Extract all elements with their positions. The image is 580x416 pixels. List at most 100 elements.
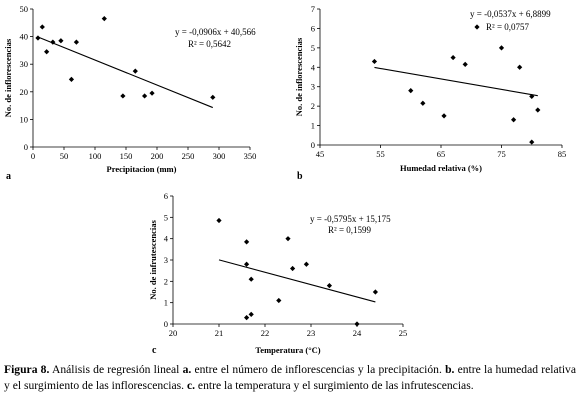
y-tick-label-b: 7 — [311, 4, 315, 14]
trendline-b — [374, 66, 538, 97]
y-tick-label-a: 20 — [20, 87, 29, 97]
caption-text-1: Análisis de regresión lineal — [49, 363, 183, 376]
y-axis-title-b: No. de inflorescencias — [294, 37, 304, 116]
y-tick-label-a: 40 — [20, 32, 29, 42]
x-tick-label-a: 350 — [244, 151, 257, 161]
x-axis-title-b: Humedad relativa (%) — [400, 163, 482, 173]
regression-equation-c: y = -0,5795x + 15,175 — [310, 214, 391, 224]
regression-equation-a: y = -0,0906x + 40,566 — [175, 27, 256, 37]
x-tick-label-a: 200 — [151, 151, 164, 161]
x-tick-label-b: 85 — [558, 149, 567, 159]
data-point-a — [50, 39, 56, 45]
x-tick-label-c: 23 — [307, 328, 316, 338]
x-tick-label-a: 150 — [120, 151, 133, 161]
x-tick-label-a: 250 — [182, 151, 195, 161]
data-point-b — [529, 139, 535, 145]
caption-text-4: entre la temperatura y el surgimiento de… — [195, 379, 474, 392]
panel-letter-a: a — [6, 171, 11, 182]
x-tick-label-a: 100 — [89, 151, 102, 161]
data-point-a — [210, 94, 216, 100]
data-point-b — [517, 64, 523, 70]
y-tick-label-c: 0 — [164, 319, 168, 329]
y-tick-label-c: 2 — [164, 276, 168, 286]
y-axis-title-a: No. de inflorescencias — [3, 38, 13, 117]
regression-equation-b: y = -0,0537x + 6,8899 — [470, 9, 551, 19]
data-point-b — [462, 61, 468, 67]
data-point-b — [371, 58, 378, 65]
y-tick-label-b: 0 — [311, 140, 315, 150]
x-tick-label-c: 25 — [399, 328, 408, 338]
r-squared-a: R² = 0,5642 — [188, 39, 231, 49]
x-tick-label-b: 75 — [497, 149, 506, 159]
y-tick-label-a: 10 — [20, 114, 29, 124]
data-point-c — [244, 261, 250, 267]
legend-marker-b — [474, 24, 480, 30]
y-tick-label-a: 50 — [20, 4, 29, 14]
x-axis-title-c: Temperatura (°C) — [255, 345, 320, 355]
data-point-c — [285, 236, 291, 242]
caption-c-label: c. — [186, 379, 196, 392]
y-tick-label-a: 30 — [20, 59, 29, 69]
x-axis-title-a: Precipitacion (mm) — [107, 164, 177, 174]
caption-a-label: a. — [182, 363, 192, 376]
data-point-a — [58, 38, 64, 44]
data-point-c — [248, 276, 254, 282]
y-tick-label-c: 5 — [164, 212, 168, 222]
caption-text-2: entre el número de inflorescencias y la … — [191, 363, 446, 376]
data-point-a — [35, 35, 41, 41]
y-tick-label-b: 5 — [311, 43, 315, 53]
panel-letter-b: b — [297, 171, 303, 182]
data-point-a — [120, 93, 126, 99]
caption-figure-label: Figura 8. — [4, 363, 50, 376]
x-tick-label-a: 0 — [31, 151, 35, 161]
data-point-a — [68, 76, 75, 82]
data-point-b — [529, 93, 535, 100]
data-point-c — [290, 265, 296, 272]
data-point-b — [498, 45, 505, 51]
y-tick-label-a: 0 — [24, 142, 28, 152]
data-point-a — [39, 24, 45, 30]
x-tick-label-b: 45 — [316, 149, 325, 159]
data-point-b — [420, 100, 426, 106]
data-point-c — [216, 217, 222, 224]
y-axis-title-c: No. de infrutescencias — [148, 220, 158, 300]
x-tick-label-a: 50 — [60, 151, 69, 161]
y-tick-label-c: 1 — [164, 298, 168, 308]
data-point-a — [142, 93, 148, 99]
x-tick-label-b: 65 — [437, 149, 446, 159]
y-tick-label-c: 6 — [164, 191, 168, 201]
trendline-c — [218, 259, 376, 303]
x-tick-label-b: 55 — [376, 149, 385, 159]
data-point-b — [408, 88, 414, 94]
data-point-a — [132, 68, 138, 74]
y-tick-label-c: 4 — [164, 234, 169, 244]
y-tick-label-b: 1 — [311, 121, 315, 131]
data-point-c — [372, 289, 378, 295]
data-point-c — [276, 297, 282, 304]
data-point-c — [244, 239, 250, 245]
y-tick-label-b: 3 — [311, 82, 315, 92]
data-point-b — [450, 54, 456, 61]
y-tick-label-b: 2 — [311, 101, 315, 111]
caption-b-label: b. — [445, 363, 455, 376]
y-tick-label-c: 3 — [164, 255, 168, 265]
trendline-a — [37, 36, 214, 109]
r-squared-b: R² = 0,0757 — [486, 22, 530, 32]
y-tick-label-b: 4 — [311, 62, 316, 72]
y-tick-label-b: 6 — [311, 23, 315, 33]
x-tick-label-a: 300 — [213, 151, 226, 161]
x-tick-label-c: 20 — [169, 328, 178, 338]
data-point-c — [303, 261, 309, 267]
data-point-b — [535, 107, 541, 113]
data-point-a — [149, 90, 155, 96]
data-point-c — [244, 315, 250, 321]
data-point-c — [248, 311, 254, 317]
x-tick-label-c: 22 — [261, 328, 270, 338]
data-point-b — [511, 117, 517, 123]
r-squared-c: R² = 0,1599 — [328, 225, 372, 235]
panel-letter-c: c — [152, 345, 157, 356]
data-point-a — [44, 49, 50, 55]
x-tick-label-c: 24 — [353, 328, 362, 338]
data-point-a — [73, 39, 79, 45]
